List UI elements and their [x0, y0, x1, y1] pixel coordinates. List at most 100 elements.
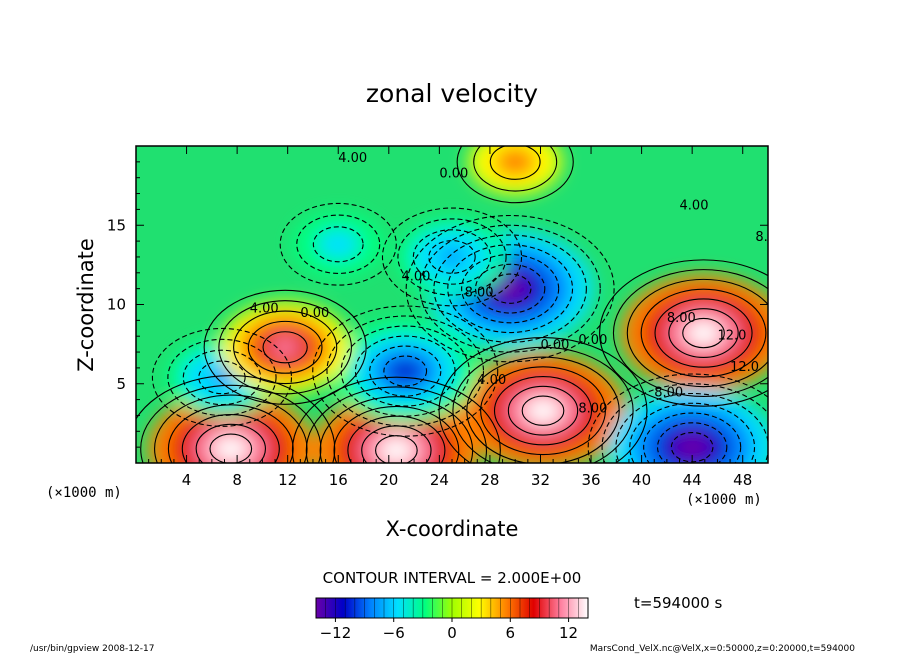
contour-8-4: [247, 320, 323, 374]
contour-label: 8.00: [578, 401, 607, 416]
contour-9-2: [296, 214, 381, 274]
contour-label: 0.00: [300, 306, 329, 321]
vortex-9-level-3: [328, 237, 349, 252]
contour-3-7: [209, 433, 253, 463]
contour-7-2: [167, 338, 277, 417]
x-tick-label: 8: [232, 471, 242, 489]
contour-6-6: [383, 355, 428, 387]
contour-2-7: [521, 395, 565, 426]
vortex-10-level-3: [439, 248, 465, 266]
contour-0-6: [474, 263, 546, 314]
contour-5-4: [629, 402, 756, 463]
contour-1-7: [682, 317, 725, 349]
colorbar-dividers: [325, 598, 579, 618]
vortex-8-level-3: [270, 337, 300, 358]
footer-right: MarsCond_VelX.nc@VelX,x=0:50000,z=0:2000…: [590, 644, 855, 654]
x-tick-label: 16: [329, 471, 348, 489]
contour-label: 8.00: [654, 385, 683, 400]
contour-0-4: [447, 244, 574, 334]
x-tick-label: 40: [632, 471, 651, 489]
contour-label: 8.00: [465, 286, 494, 301]
contour-1-5: [654, 298, 753, 368]
x-tick-label: 44: [683, 471, 702, 489]
contour-3-4: [167, 404, 294, 463]
x-axis-label: X-coordinate: [386, 517, 519, 541]
contour-2-1: [438, 337, 648, 463]
y-axis: 5 10 15: [107, 161, 768, 448]
colorbar-tick-label: −6: [383, 624, 405, 642]
contour-11-2: [473, 146, 558, 192]
y-tick-label: 5: [116, 375, 126, 393]
contour-2-2: [452, 346, 634, 463]
contour-11-3: [489, 146, 541, 180]
contour-1-1: [599, 259, 768, 407]
contour-3-5: [181, 414, 280, 463]
x-axis-unit-right: (×1000 m): [686, 492, 762, 508]
contour-1-3: [626, 278, 768, 388]
colorbar-tick-label: −12: [320, 624, 352, 642]
contour-1-2: [612, 269, 768, 397]
contour-3-3: [154, 394, 308, 463]
vortex-3-level-3: [212, 435, 250, 462]
contour-label: 4.00: [401, 270, 430, 285]
contour-4-7: [375, 435, 418, 463]
x-tick-label: 4: [182, 471, 192, 489]
chart-title: zonal velocity: [366, 79, 538, 108]
colorbar-tick-label: 12: [559, 624, 578, 642]
x-tick-label: 32: [531, 471, 550, 489]
x-tick-label: 48: [733, 471, 752, 489]
contour-0-2: [419, 224, 601, 353]
contour-0-7: [488, 273, 532, 304]
contour-1-6: [668, 308, 739, 358]
contour-6-1: [312, 305, 499, 437]
contour-5-5: [643, 412, 742, 463]
contour-6-2: [326, 315, 485, 427]
contour-label: 4.00: [338, 151, 367, 166]
contour-interval-text: CONTOUR INTERVAL = 2.000E+00: [323, 569, 582, 587]
contour-4-5: [347, 415, 446, 463]
contour-10-2: [397, 218, 507, 296]
contour-label: 0.00: [439, 167, 468, 182]
vortex-6-level-3: [388, 359, 422, 383]
contour-3-1: [136, 375, 336, 463]
y-axis-label: Z-coordinate: [74, 238, 98, 372]
x-tick-label: 24: [430, 471, 449, 489]
contour-2-6: [507, 385, 579, 436]
contour-11-1: [456, 146, 574, 204]
time-label: t=594000 s: [634, 594, 722, 612]
contour-6-4: [354, 335, 456, 407]
contour-3-2: [140, 384, 322, 463]
contour-10-1: [381, 207, 523, 307]
contour-label: 8.00: [667, 311, 696, 326]
vortex-11-level-3: [504, 154, 526, 170]
contour-3-6: [195, 423, 266, 463]
contour-0-5: [461, 253, 560, 324]
footer-left: /usr/bin/gpview 2008-12-17: [30, 644, 154, 654]
contour-8-2: [218, 300, 352, 395]
x-tick-label: 12: [278, 471, 297, 489]
x-tick-label: 28: [480, 471, 499, 489]
x-tick-label: 36: [581, 471, 600, 489]
contour-label: 4.00: [477, 373, 506, 388]
contour-7-4: [198, 360, 246, 395]
contour-labels: 4.00 0.00 0.00 4.00 8.00 4.00 8.00 4.00 0.00 0.00…: [250, 151, 797, 416]
contour-label: 0.00: [768, 151, 797, 166]
vortex-7-level-3: [209, 368, 235, 387]
contour-1-4: [640, 288, 767, 378]
vortex-0-level-3: [491, 275, 529, 302]
contour-label: 12.0: [717, 328, 746, 343]
vortex-2-level-3: [524, 397, 562, 424]
x-axis-unit-left: (×1000 m): [46, 485, 122, 501]
contour-5-6: [656, 422, 728, 463]
contour-lines: [136, 146, 768, 463]
contour-7-3: [182, 349, 262, 406]
contour-2-5: [493, 376, 593, 446]
vortex-5-level-3: [673, 434, 711, 461]
vortex-1-level-3: [685, 320, 722, 346]
contour-label: 0.00: [540, 338, 569, 353]
contour-0-3: [433, 234, 587, 343]
contour-10-4: [428, 240, 476, 274]
y-tick-label: 15: [107, 216, 126, 234]
x-axis: 4 8 12 16 20 24 28 32 36 40 44 48: [148, 146, 756, 489]
